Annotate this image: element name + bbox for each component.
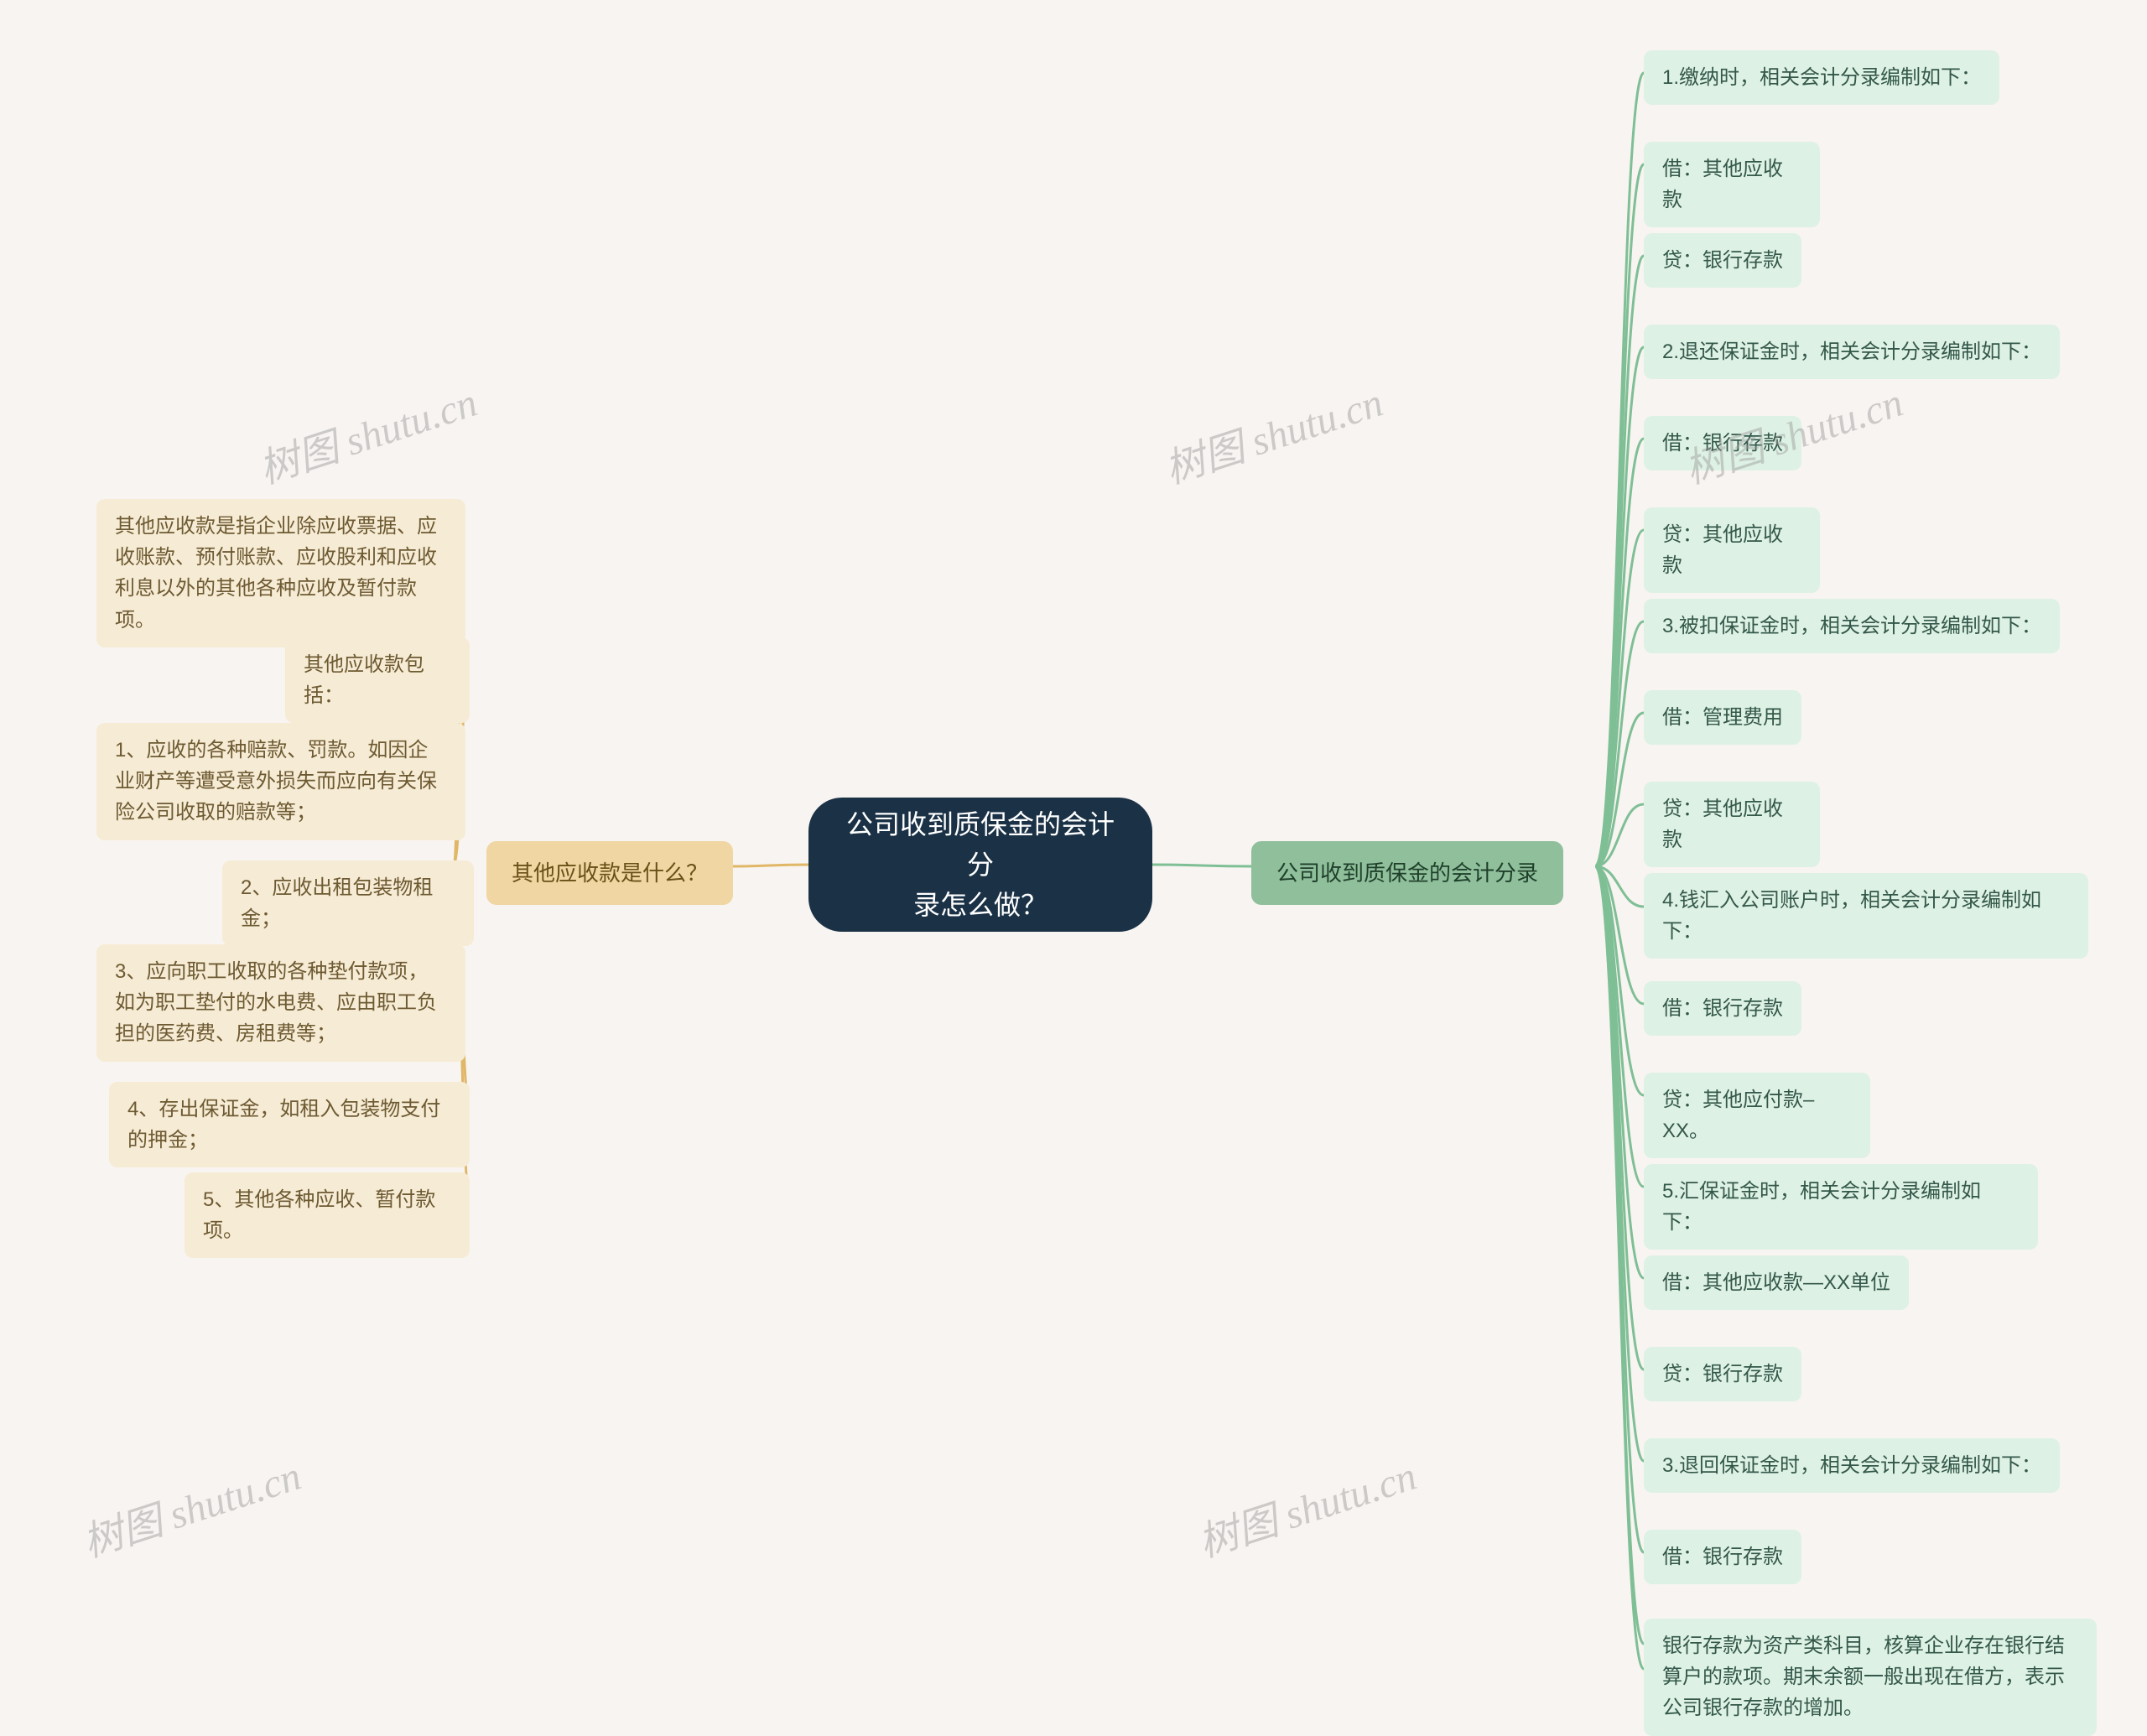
right-leaf[interactable]: 借：银行存款: [1644, 1530, 1801, 1584]
right-leaf-label: 3.被扣保证金时，相关会计分录编制如下：: [1662, 615, 2041, 637]
left-leaf-label: 其他应收款是指企业除应收票据、应收账款、预付账款、应收股利和应收利息以外的其他各…: [115, 515, 437, 632]
watermark: 树图 shutu.cn: [1189, 1442, 1422, 1568]
watermark: 树图 shutu.cn: [250, 369, 483, 495]
right-leaf[interactable]: 借：其他应收款: [1644, 142, 1820, 227]
right-leaf[interactable]: 4.钱汇入公司账户时，相关会计分录编制如下：: [1644, 873, 2088, 959]
right-leaf-label: 3.退回保证金时，相关会计分录编制如下：: [1662, 1454, 2041, 1477]
right-leaf[interactable]: 借：银行存款: [1644, 981, 1801, 1036]
watermark: 树图 shutu.cn: [1156, 369, 1389, 495]
right-leaf-label: 5.汇保证金时，相关会计分录编制如下：: [1662, 1180, 1981, 1234]
right-leaf[interactable]: 借：管理费用: [1644, 690, 1801, 745]
right-leaf-label: 银行存款为资产类科目，核算企业存在银行结算户的款项。期末余额一般出现在借方，表示…: [1662, 1635, 2065, 1719]
left-leaf[interactable]: 2、应收出租包装物租金；: [222, 860, 474, 946]
right-leaf[interactable]: 贷：其他应付款–XX。: [1644, 1073, 1870, 1158]
right-leaf-label: 2.退还保证金时，相关会计分录编制如下：: [1662, 340, 2041, 363]
right-leaf-label: 借：其他应收款: [1662, 158, 1783, 211]
left-leaf[interactable]: 3、应向职工收取的各种垫付款项，如为职工垫付的水电费、应由职工负担的医药费、房租…: [96, 944, 465, 1062]
right-leaf[interactable]: 5.汇保证金时，相关会计分录编制如下：: [1644, 1164, 2038, 1250]
right-leaf-label: 贷：其他应收款: [1662, 523, 1783, 577]
right-leaf-label: 贷：其他应付款–XX。: [1662, 1089, 1814, 1142]
right-leaf[interactable]: 2.退还保证金时，相关会计分录编制如下：: [1644, 325, 2060, 379]
right-leaf[interactable]: 借：其他应收款—XX单位: [1644, 1255, 1909, 1310]
left-leaf[interactable]: 5、其他各种应收、暂付款项。: [185, 1172, 470, 1258]
right-leaf-label: 1.缴纳时，相关会计分录编制如下：: [1662, 66, 1981, 89]
right-leaf[interactable]: 贷：其他应收款: [1644, 507, 1820, 593]
root-label: 公司收到质保金的会计分 录怎么做？: [845, 804, 1115, 925]
left-leaf-label: 5、其他各种应收、暂付款项。: [203, 1188, 435, 1242]
right-leaf-label: 贷：银行存款: [1662, 249, 1783, 272]
right-leaf-label: 贷：银行存款: [1662, 1363, 1783, 1385]
left-leaf-label: 1、应收的各种赔款、罚款。如因企业财产等遭受意外损失而应向有关保险公司收取的赔款…: [115, 739, 437, 824]
root-node[interactable]: 公司收到质保金的会计分 录怎么做？: [808, 798, 1152, 932]
branch-right[interactable]: 公司收到质保金的会计分录: [1251, 841, 1563, 905]
right-leaf[interactable]: 贷：其他应收款: [1644, 782, 1820, 867]
left-leaf-label: 其他应收款包括：: [304, 653, 424, 707]
left-leaf-label: 2、应收出租包装物租金；: [241, 876, 433, 930]
right-leaf-label: 借：银行存款: [1662, 432, 1783, 455]
right-leaf-label: 4.钱汇入公司账户时，相关会计分录编制如下：: [1662, 889, 2041, 943]
left-leaf[interactable]: 其他应收款是指企业除应收票据、应收账款、预付账款、应收股利和应收利息以外的其他各…: [96, 499, 465, 647]
right-leaf[interactable]: 借：银行存款: [1644, 416, 1801, 470]
left-leaf[interactable]: 1、应收的各种赔款、罚款。如因企业财产等遭受意外损失而应向有关保险公司收取的赔款…: [96, 723, 465, 840]
left-leaf[interactable]: 其他应收款包括：: [285, 637, 470, 723]
left-leaf-label: 4、存出保证金，如租入包装物支付的押金；: [127, 1098, 440, 1151]
branch-left[interactable]: 其他应收款是什么？: [486, 841, 733, 905]
right-leaf[interactable]: 3.被扣保证金时，相关会计分录编制如下：: [1644, 599, 2060, 653]
right-leaf-label: 借：其他应收款—XX单位: [1662, 1271, 1890, 1294]
left-leaf[interactable]: 4、存出保证金，如租入包装物支付的押金；: [109, 1082, 470, 1167]
left-leaf-label: 3、应向职工收取的各种垫付款项，如为职工垫付的水电费、应由职工负担的医药费、房租…: [115, 960, 437, 1045]
right-leaf[interactable]: 银行存款为资产类科目，核算企业存在银行结算户的款项。期末余额一般出现在借方，表示…: [1644, 1619, 2097, 1736]
right-leaf-label: 贷：其他应收款: [1662, 798, 1783, 851]
branch-right-label: 公司收到质保金的会计分录: [1276, 860, 1538, 886]
right-leaf[interactable]: 3.退回保证金时，相关会计分录编制如下：: [1644, 1438, 2060, 1493]
right-leaf-label: 借：管理费用: [1662, 706, 1783, 729]
right-leaf-label: 借：银行存款: [1662, 1546, 1783, 1568]
branch-left-label: 其他应收款是什么？: [512, 860, 708, 886]
right-leaf-label: 借：银行存款: [1662, 997, 1783, 1020]
right-leaf[interactable]: 贷：银行存款: [1644, 233, 1801, 288]
watermark: 树图 shutu.cn: [74, 1442, 307, 1568]
right-leaf[interactable]: 贷：银行存款: [1644, 1347, 1801, 1401]
right-leaf[interactable]: 1.缴纳时，相关会计分录编制如下：: [1644, 50, 1999, 105]
